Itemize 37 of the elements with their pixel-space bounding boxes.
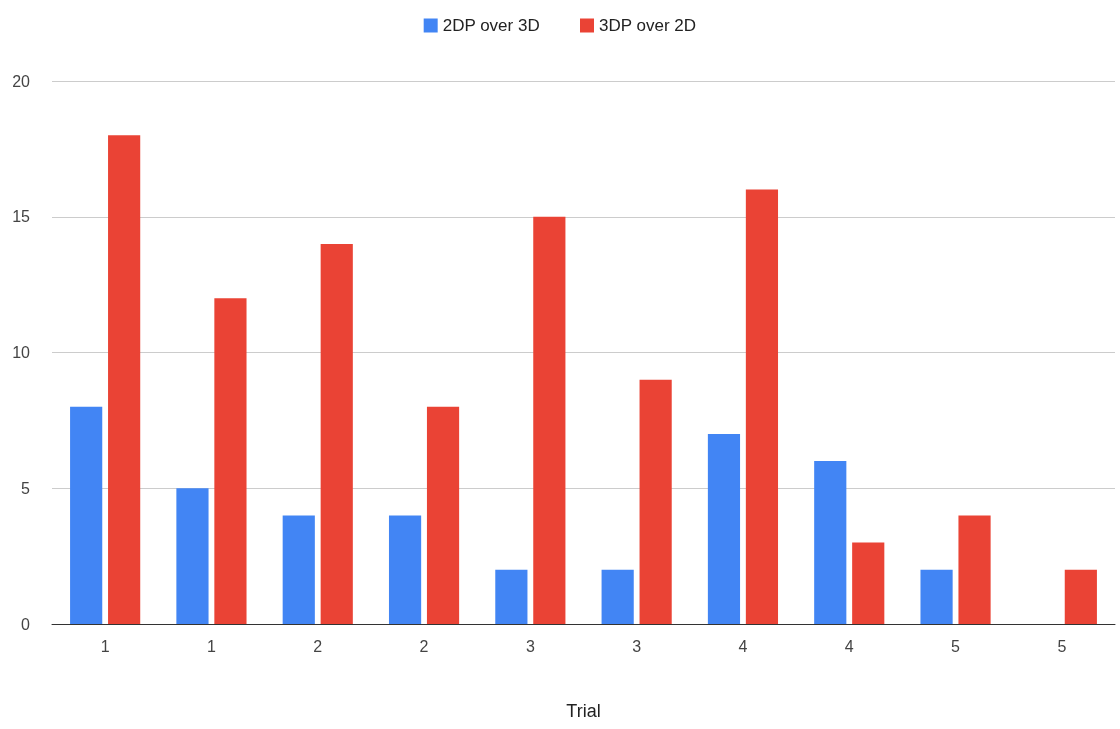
bar: [1064, 569, 1097, 624]
bar: [214, 298, 247, 624]
bar: [639, 379, 672, 624]
bar: [495, 569, 528, 624]
bar: [426, 406, 460, 624]
bar: [745, 189, 779, 624]
bar: [533, 216, 566, 624]
x-tick-label: 2: [419, 637, 429, 655]
bar: [108, 135, 141, 624]
x-axis-title: Trial: [566, 701, 601, 721]
x-tick-label: 2: [313, 637, 323, 655]
x-tick-label: 5: [951, 637, 961, 655]
bar: [958, 515, 991, 624]
y-tick-label: 20: [12, 72, 31, 90]
bar: [282, 515, 315, 624]
x-tick-label: 4: [844, 637, 854, 655]
bar: [320, 243, 353, 624]
x-tick-label: 3: [632, 637, 642, 655]
y-tick-label: 15: [12, 208, 31, 226]
bar: [176, 488, 209, 624]
legend-label: 2DP over 3D: [442, 16, 540, 35]
bar: [852, 542, 885, 624]
x-tick-label: 1: [207, 637, 216, 655]
x-tick-label: 3: [525, 637, 535, 655]
bar: [601, 569, 634, 624]
x-tick-label: 4: [738, 637, 748, 655]
bar: [388, 515, 422, 624]
x-tick-label: 1: [100, 637, 110, 655]
bar: [814, 461, 847, 624]
bar: [707, 433, 741, 624]
legend-label: 3DP over 2D: [599, 16, 697, 35]
x-tick-label: 5: [1057, 637, 1067, 655]
y-tick-label: 10: [12, 344, 31, 361]
bar: [920, 569, 953, 624]
y-tick-label: 0: [21, 615, 31, 633]
bar: [70, 406, 103, 624]
y-tick-label: 5: [21, 479, 31, 497]
